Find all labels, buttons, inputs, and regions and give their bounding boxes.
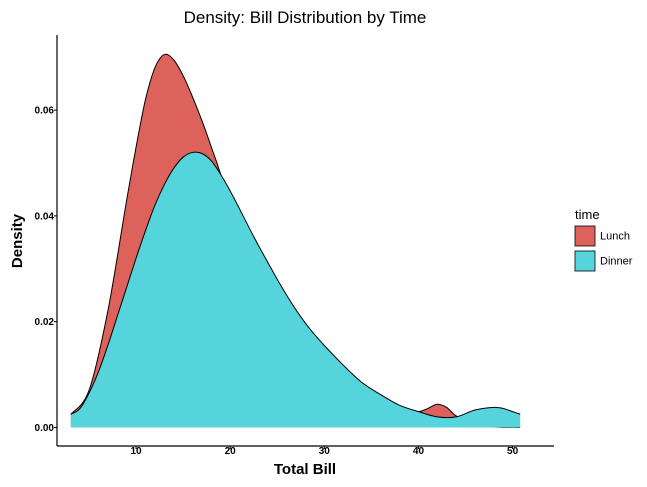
plot-area	[70, 53, 521, 428]
chart-title: Density: Bill Distribution by Time	[184, 8, 427, 27]
x-axis-title: Total Bill	[274, 461, 336, 478]
y-tick-label: 0.04	[35, 211, 55, 222]
y-tick-labels: 0.00 0.02 0.04 0.06	[35, 106, 57, 434]
y-axis-title: Density	[9, 213, 26, 268]
y-tick-label: 0.00	[35, 423, 55, 434]
density-outline-dinner	[70, 151, 521, 419]
x-tick-labels: 10 20 30 40 50	[131, 446, 519, 457]
axes	[56, 35, 554, 447]
legend: time Lunch Dinner	[574, 207, 633, 272]
density-area-dinner	[70, 152, 521, 428]
legend-key-dinner	[574, 250, 596, 272]
x-tick-label: 50	[507, 446, 519, 457]
x-tick-label: 20	[225, 446, 237, 457]
legend-key-lunch	[574, 225, 596, 247]
x-tick-label: 30	[319, 446, 331, 457]
legend-title: time	[575, 207, 600, 222]
legend-label-dinner: Dinner	[600, 256, 633, 268]
legend-label-lunch: Lunch	[600, 231, 630, 243]
x-tick-label: 40	[413, 446, 425, 457]
x-tick-label: 10	[131, 446, 143, 457]
y-tick-label: 0.02	[35, 317, 55, 328]
y-tick-label: 0.06	[35, 106, 55, 117]
